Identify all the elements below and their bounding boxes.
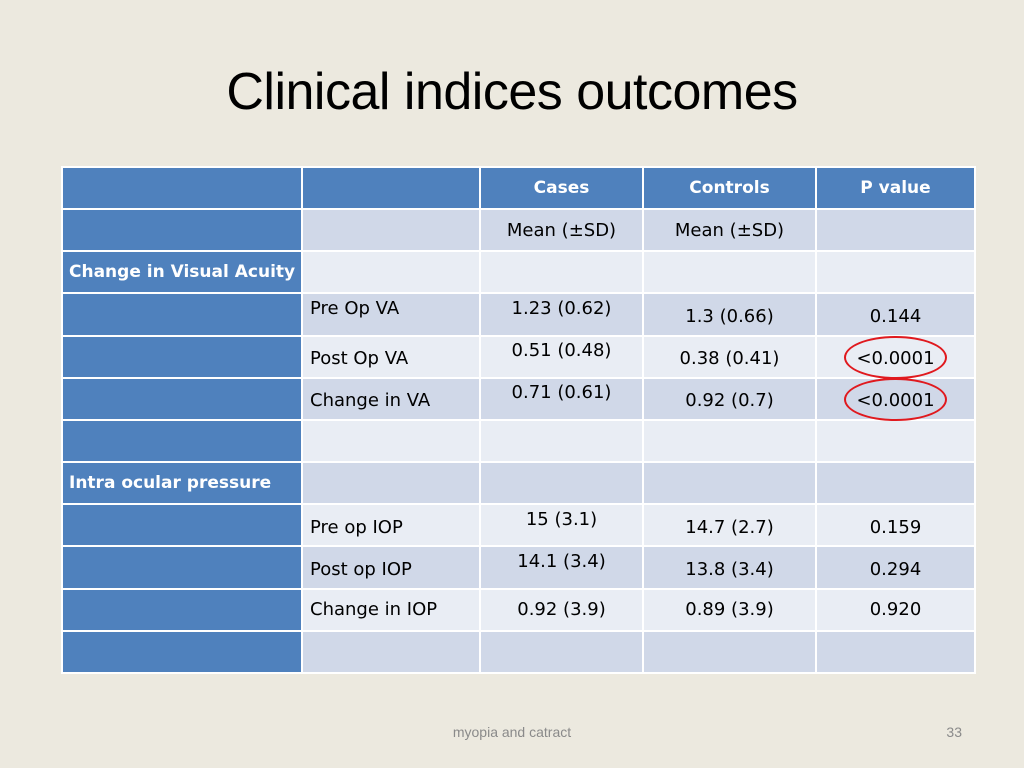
row-label [301,418,481,464]
cases-value: 14.1 (3.4) [517,550,606,572]
cases-value: 0.92 (3.9) [479,587,644,632]
controls-value: 1.3 (0.66) [685,306,774,328]
row-label [301,461,481,506]
highlighted-p-value: <0.0001 [844,378,947,422]
p-value: 0.294 [869,558,922,580]
controls-value [642,461,817,506]
highlighted-p-value: <0.0001 [844,336,947,380]
highlight-circle [844,378,947,422]
p-value: 0.144 [869,306,922,328]
header-cell [61,165,303,211]
cases-value: 0.71 (0.61) [511,382,612,404]
table-row [61,629,976,675]
p-value [815,250,976,295]
p-value: 0.920 [815,587,976,632]
slide-title: Clinical indices outcomes [226,63,798,121]
row-label: Post op IOP [310,558,412,580]
cases-value [479,418,644,464]
table-row: Pre op IOP 15 (3.1) 14.7 (2.7) 0.159 [61,503,976,548]
section-label [61,376,303,421]
controls-value [642,629,817,675]
section-label [61,587,303,632]
row-label: Change in IOP [301,587,481,632]
controls-value: 13.8 (3.4) [685,558,774,580]
section-label: Change in Visual Acuity [61,250,303,295]
row-label: Post Op VA [310,348,409,370]
header-controls: Controls [642,165,817,211]
row-label: Change in VA [310,390,431,412]
p-value [815,418,976,464]
slide-footer: myopia and catract [452,724,572,740]
table-row [61,418,976,464]
section-label [61,292,303,337]
cases-value: 15 (3.1) [525,508,598,530]
cases-value [479,461,644,506]
section-label [61,503,303,548]
table-header-row: Cases Controls P value [61,165,976,211]
results-table: Cases Controls P value Mean (±SD) Mean (… [61,165,976,675]
row-label [301,629,481,675]
subheader-controls: Mean (±SD) [642,208,817,253]
section-label [61,545,303,590]
controls-value: 0.92 (0.7) [685,390,774,412]
header-p-value: P value [815,165,976,211]
table-row: Intra ocular pressure [61,461,976,506]
cases-value: 0.51 (0.48) [511,340,612,362]
slide-number: 33 [946,724,962,740]
controls-value [642,250,817,295]
table-row: Post op IOP 14.1 (3.4) 13.8 (3.4) 0.294 [61,545,976,590]
controls-value: 0.38 (0.41) [679,348,780,370]
subheader-p [815,208,976,253]
table-subheader-row: Mean (±SD) Mean (±SD) [61,208,976,253]
header-cell [301,165,481,211]
controls-value: 0.89 (3.9) [642,587,817,632]
subheader-cases: Mean (±SD) [479,208,644,253]
section-label [61,334,303,379]
row-section-cell [61,208,303,253]
row-label: Pre op IOP [310,516,403,538]
row-label: Pre Op VA [310,298,400,320]
section-label [61,629,303,675]
row-label-cell [301,208,481,253]
p-value [815,461,976,506]
controls-value: 14.7 (2.7) [685,516,774,538]
header-cases: Cases [479,165,644,211]
section-label: Intra ocular pressure [61,461,303,506]
section-label [61,418,303,464]
cases-value [479,250,644,295]
highlight-circle [844,336,947,380]
row-label [301,250,481,295]
table-row: Change in VA 0.71 (0.61) 0.92 (0.7) <0.0… [61,376,976,422]
table-row: Post Op VA 0.51 (0.48) 0.38 (0.41) <0.00… [61,334,976,380]
cases-value: 1.23 (0.62) [511,298,612,320]
controls-value [642,418,817,464]
table-row: Pre Op VA 1.23 (0.62) 1.3 (0.66) 0.144 [61,292,976,337]
p-value [815,629,976,675]
table-row: Change in Visual Acuity [61,250,976,295]
table-row: Change in IOP 0.92 (3.9) 0.89 (3.9) 0.92… [61,587,976,632]
p-value: 0.159 [869,516,922,538]
cases-value [479,629,644,675]
